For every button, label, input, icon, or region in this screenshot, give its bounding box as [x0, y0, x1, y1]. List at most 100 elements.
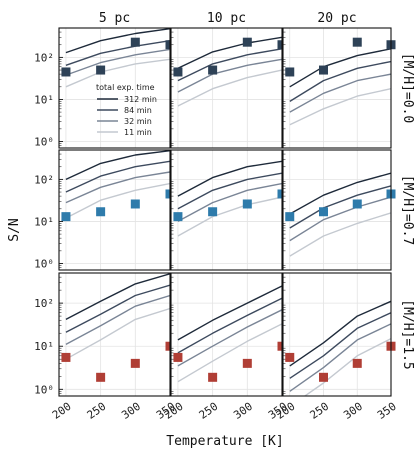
data-point-1	[285, 67, 295, 77]
data-point-2	[96, 65, 106, 75]
panel-mh-0-7-5pc-frame	[58, 149, 171, 271]
series-line-11-min	[303, 337, 391, 396]
series-line-11-min	[177, 69, 282, 107]
series-line-84-min	[289, 312, 391, 379]
data-point-2	[208, 65, 218, 75]
series-line-312-min	[289, 48, 391, 88]
panel-mh-0-7-5pc-lines	[65, 150, 170, 219]
data-point-3	[242, 37, 252, 47]
data-point-3	[352, 358, 362, 368]
data-point-1	[173, 67, 183, 77]
series-line-312-min	[177, 160, 282, 197]
data-point-3	[130, 358, 140, 368]
legend-entry-84-min: 84 min	[124, 106, 152, 115]
series-line-32-min	[177, 182, 282, 223]
panel-mh-0-7-10pc-lines	[177, 160, 282, 237]
data-point-1	[285, 352, 295, 362]
data-point-1	[173, 212, 183, 222]
panel-mh-0-7-20pc	[282, 149, 396, 271]
y-tick-label: 10¹	[34, 93, 54, 106]
data-point-2	[96, 207, 106, 217]
series-line-32-min	[65, 171, 170, 204]
column-title-20pc: 20 pc	[317, 11, 356, 26]
data-point-3	[242, 358, 252, 368]
row-title-mh-0-7: [M/H]=0.7	[400, 175, 415, 245]
y-tick-label: 10¹	[34, 340, 54, 353]
panel-mh-0-7-20pc-frame	[282, 149, 392, 271]
series-line-84-min	[65, 40, 170, 66]
panel-mh-0-0-10pc	[170, 27, 287, 149]
panel-mh-1-5-20pc: 200 250 300 350	[274, 272, 399, 422]
panel-mh-1-5-20pc-lines	[289, 300, 391, 396]
data-point-2	[319, 207, 328, 217]
x-tick-label: 250	[197, 400, 221, 422]
panel-mh-0-0-5pc-grid	[59, 28, 170, 148]
data-point-2	[208, 372, 218, 382]
panel-mh-1-5-20pc-frame	[282, 272, 392, 397]
x-tick-label: 200	[50, 400, 74, 422]
legend-entry-312-min: 312 min	[124, 95, 157, 104]
legend-title: total exp. time	[96, 83, 155, 92]
series-line-32-min	[289, 323, 391, 392]
y-axis-label: S/N	[7, 218, 22, 241]
panel-mh-0-7-10pc-grid	[171, 150, 282, 270]
data-point-1	[173, 352, 183, 362]
data-point-3	[130, 199, 140, 209]
series-line-11-min	[177, 196, 282, 237]
panel-mh-0-7-5pc-background	[59, 150, 170, 270]
data-point-3	[242, 199, 252, 209]
series-line-84-min	[65, 284, 170, 333]
panel-mh-0-0-10pc-background	[171, 28, 282, 148]
panel-mh-0-7-20pc-lines	[289, 172, 391, 257]
series-line-84-min	[177, 172, 282, 210]
series-line-84-min	[65, 160, 170, 193]
series-line-312-min	[289, 172, 391, 215]
series-line-84-min	[289, 185, 391, 229]
y-tick-label: 10⁰	[34, 135, 54, 148]
x-tick-label: 250	[307, 400, 331, 422]
legend-entry-11-min: 11 min	[124, 128, 152, 137]
series-line-84-min	[177, 297, 282, 354]
panel-mh-0-0-5pc-frame	[58, 27, 171, 149]
x-tick-label: 300	[119, 400, 143, 422]
series-line-312-min	[65, 273, 170, 321]
panel-mh-0-0-20pc-grid	[283, 28, 391, 148]
panel-mh-0-0-5pc: 10⁰ 10¹ 10²	[34, 27, 175, 149]
x-tick-label: 300	[231, 400, 255, 422]
panels-layer: 10⁰ 10¹ 10² 10⁰ 10¹ 10² 10⁰ 10¹ 10² 200 250 300 350 2…	[34, 27, 399, 422]
column-title-10pc: 10 pc	[207, 11, 246, 26]
data-point-2	[208, 207, 218, 217]
panel-mh-0-7-20pc-grid	[283, 150, 391, 270]
series-line-11-min	[65, 307, 170, 360]
panel-mh-1-5-5pc-grid	[59, 273, 170, 396]
series-line-32-min	[289, 196, 391, 242]
series-line-84-min	[289, 60, 391, 102]
y-tick-label: 10¹	[34, 215, 54, 228]
x-tick-label: 250	[85, 400, 109, 422]
panel-mh-0-0-10pc-frame	[170, 27, 283, 149]
legend: total exp. time 312 min 84 min 32 min 11 min	[96, 83, 157, 137]
panel-mh-0-0-5pc-lines	[65, 28, 170, 88]
series-line-11-min	[65, 182, 170, 219]
data-point-1	[61, 352, 71, 362]
data-point-3	[352, 37, 362, 47]
y-tick-label: 10²	[34, 297, 54, 310]
series-line-11-min	[289, 212, 391, 257]
panel-mh-0-0-20pc-lines	[289, 48, 391, 126]
panel-mh-0-7-20pc-background	[283, 150, 391, 270]
series-line-32-min	[177, 58, 282, 93]
row-title-mh-1-5: [M/H]=1.5	[400, 299, 415, 369]
panel-mh-1-5-5pc-frame	[58, 272, 171, 397]
panel-mh-1-5-10pc-lines	[177, 285, 282, 383]
data-point-2	[319, 65, 328, 75]
series-line-32-min	[65, 48, 170, 76]
panel-mh-0-0-20pc	[282, 27, 396, 149]
legend-entry-32-min: 32 min	[124, 117, 152, 126]
y-tick-label: 10⁰	[34, 257, 54, 270]
data-point-3	[352, 199, 362, 209]
series-line-84-min	[177, 48, 282, 82]
panel-mh-1-5-20pc-background	[283, 273, 391, 396]
series-line-32-min	[177, 309, 282, 367]
